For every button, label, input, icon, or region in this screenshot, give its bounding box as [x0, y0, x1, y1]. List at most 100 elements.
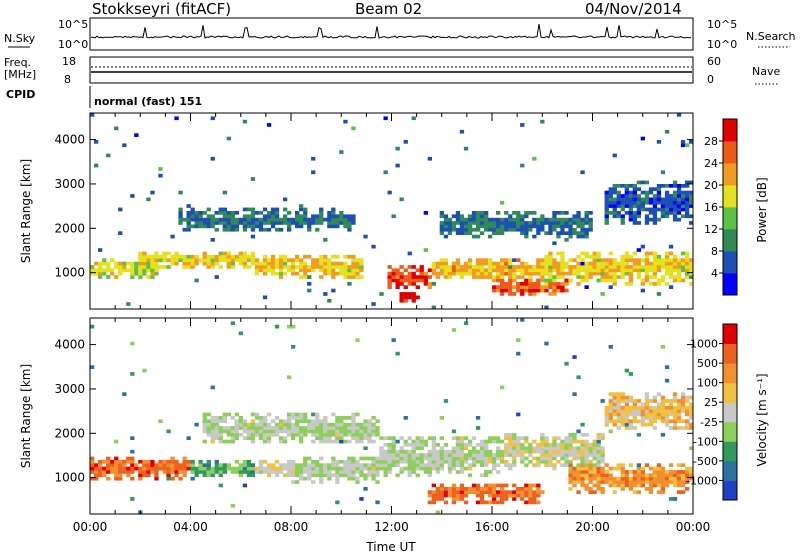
velocity-cell — [616, 395, 621, 400]
power-cell — [668, 271, 674, 276]
power-cell — [584, 231, 589, 235]
power-cell — [307, 268, 312, 273]
velocity-cell — [568, 476, 573, 481]
power-cell — [150, 268, 155, 273]
power-cell — [552, 224, 557, 229]
power-cell — [512, 271, 517, 276]
velocity-cell — [427, 500, 432, 505]
power-cell — [331, 271, 336, 276]
power-cell — [403, 292, 408, 296]
velocity-cell — [620, 419, 625, 424]
velocity-cell — [685, 399, 690, 403]
power-cell — [295, 217, 300, 222]
power-cell — [419, 271, 424, 276]
power-cell — [640, 200, 645, 205]
power-cell — [307, 224, 312, 229]
power-cell — [150, 254, 155, 259]
power-cell — [307, 288, 312, 293]
power-cell — [222, 227, 227, 232]
power-cell — [214, 211, 219, 215]
velocity-cell — [500, 490, 505, 494]
velocity-cell — [451, 449, 457, 454]
power-cell — [532, 288, 537, 293]
velocity-cell — [656, 463, 662, 467]
velocity-cell — [596, 463, 601, 467]
velocity-cell — [484, 439, 489, 444]
velocity-cell — [685, 473, 690, 478]
velocity-cell — [652, 416, 658, 420]
velocity-cell — [664, 470, 670, 474]
velocity-cell — [640, 419, 645, 424]
power-cell — [311, 156, 316, 161]
velocity-cell — [202, 463, 207, 467]
velocity-cell — [580, 476, 585, 481]
velocity-cell — [371, 439, 376, 444]
power-cell — [680, 278, 686, 283]
velocity-cell — [685, 405, 690, 410]
velocity-cell — [572, 449, 577, 454]
velocity-cell — [347, 466, 352, 471]
velocity-cell — [407, 473, 412, 478]
power-cell — [158, 265, 163, 269]
velocity-cell — [355, 338, 360, 342]
velocity-cell — [278, 436, 284, 440]
power-cell — [407, 295, 412, 300]
velocity-cell — [335, 480, 340, 484]
velocity-y-tick-label: 2000 — [54, 426, 85, 440]
velocity-cell — [399, 456, 404, 461]
velocity-cell — [90, 466, 95, 471]
velocity-cell — [568, 463, 573, 467]
velocity-cell — [158, 459, 163, 464]
velocity-cell — [202, 426, 207, 430]
velocity-cell — [391, 453, 396, 457]
power-cell — [620, 200, 625, 205]
velocity-cell — [274, 473, 280, 478]
velocity-cell — [459, 453, 465, 457]
power-cell — [339, 265, 344, 269]
velocity-cell — [556, 436, 561, 440]
velocity-cell — [516, 351, 521, 356]
power-cell — [616, 265, 621, 269]
power-cell — [299, 265, 304, 269]
velocity-cell — [331, 422, 336, 427]
velocity-cell — [327, 466, 332, 471]
power-cell — [524, 288, 529, 293]
power-cell — [435, 265, 440, 269]
power-cell — [210, 261, 215, 266]
power-cell — [532, 265, 537, 269]
velocity-cell — [379, 436, 384, 440]
power-cell — [528, 285, 533, 289]
power-cell — [94, 261, 99, 266]
power-cell — [262, 295, 268, 300]
velocity-cell — [170, 459, 175, 464]
velocity-cell — [484, 490, 489, 494]
power-cell — [451, 265, 457, 269]
velocity-cell — [319, 436, 324, 440]
velocity-cell — [266, 429, 272, 434]
velocity-cell — [391, 459, 396, 464]
velocity-cell — [202, 419, 207, 424]
velocity-cell — [528, 500, 533, 505]
power-cell — [331, 288, 336, 293]
velocity-cell — [443, 453, 449, 457]
power-cell — [508, 282, 513, 286]
velocity-cell — [315, 429, 320, 434]
power-cell — [90, 268, 95, 273]
power-cell — [295, 271, 300, 276]
velocity-cell — [668, 497, 674, 501]
power-cell — [459, 268, 465, 273]
velocity-cell — [564, 459, 569, 464]
beam-title: Beam 02 — [355, 0, 422, 18]
velocity-cell — [274, 416, 280, 420]
velocity-cell — [685, 395, 690, 400]
velocity-cell — [351, 459, 356, 464]
velocity-cell — [363, 456, 368, 461]
power-cell — [447, 271, 453, 276]
power-cell — [319, 261, 324, 266]
velocity-cell — [287, 463, 292, 467]
power-cell — [664, 261, 670, 266]
power-cell — [652, 221, 658, 225]
power-cell — [496, 221, 501, 225]
power-cell — [536, 217, 541, 222]
velocity-cell — [540, 439, 545, 444]
